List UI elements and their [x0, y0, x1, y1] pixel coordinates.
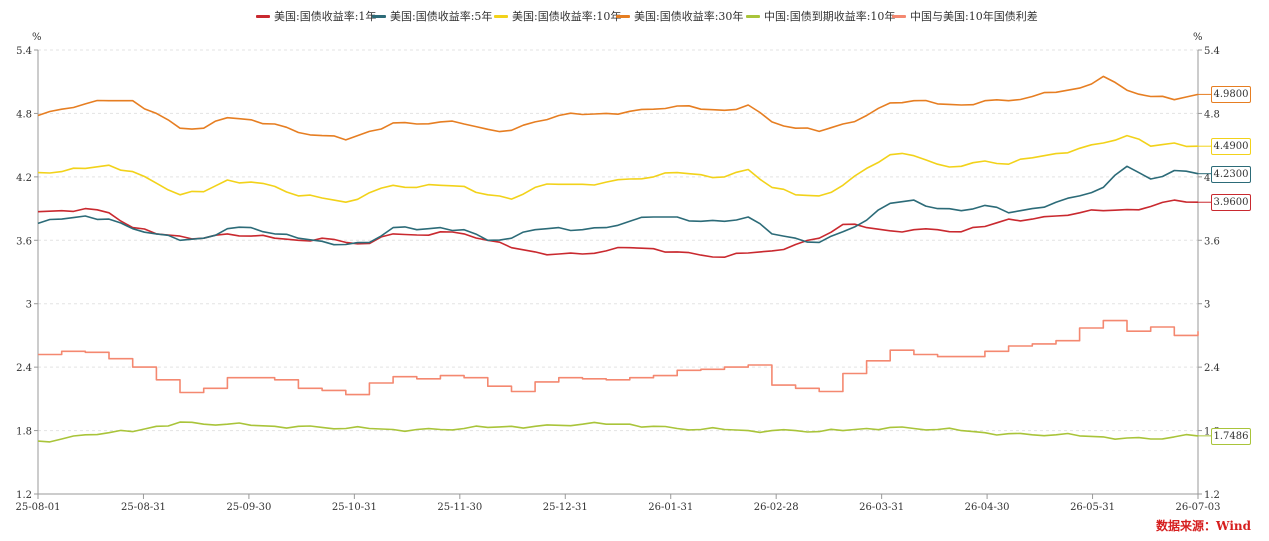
y-tick-label-left: 5.4 [16, 46, 32, 57]
series-line-2 [37, 134, 1199, 203]
x-tick-label: 26-04-30 [965, 502, 1010, 513]
series-line-0 [37, 199, 1199, 258]
x-tick-label: 26-07-03 [1176, 502, 1221, 513]
y-tick-label-left: 1.8 [16, 427, 32, 438]
x-tick-label: 26-03-31 [859, 502, 904, 513]
series-line-3 [37, 75, 1199, 141]
legend-label: 美国:国债收益率:5年 [390, 10, 493, 23]
y-tick-label-right: 3.6 [1204, 236, 1220, 247]
y-tick-label-left: 4.8 [16, 109, 32, 120]
legend-swatch [494, 14, 508, 18]
legend-swatch [892, 14, 906, 18]
x-tick-label: 25-08-01 [16, 502, 61, 513]
x-tick-label: 25-10-31 [332, 502, 377, 513]
x-tick-label: 25-09-30 [226, 502, 271, 513]
legend-item[interactable]: 中国与美国:10年国债利差 [892, 8, 1038, 24]
y-tick-label-right: 1.2 [1204, 490, 1220, 501]
source-note: 数据来源：Wind [1156, 519, 1251, 533]
legend-item[interactable]: 美国:国债收益率:5年 [372, 8, 492, 24]
x-tick-label: 25-11-30 [437, 502, 482, 513]
y-tick-label-left: 4.2 [16, 173, 32, 184]
legend-swatch [746, 14, 760, 18]
legend-swatch [256, 14, 270, 18]
series-line-5 [38, 319, 1199, 396]
y-tick-label-left: 3.6 [16, 236, 32, 247]
last-value-label: 4.4900 [1211, 138, 1251, 156]
legend-label: 中国:国债到期收益率:10年 [764, 10, 896, 23]
legend-item[interactable]: 美国:国债收益率:1年 [256, 8, 376, 24]
y-tick-label-left: 3 [26, 300, 32, 311]
x-tick-label: 26-05-31 [1070, 502, 1115, 513]
y-tick-label-right: 5.4 [1204, 46, 1220, 57]
last-value-label: 4.9800 [1211, 86, 1251, 104]
legend-item[interactable]: 美国:国债收益率:10年 [494, 8, 621, 24]
x-tick-label: 25-08-31 [121, 502, 166, 513]
x-tick-label: 26-02-28 [754, 502, 799, 513]
y-tick-label-right: 4.8 [1204, 109, 1220, 120]
legend: 美国:国债收益率:1年 美国:国债收益率:5年 美国:国债收益率:10年 美国:国债收… [0, 8, 1269, 26]
x-tick-label: 26-01-31 [648, 502, 693, 513]
series-line-4 [37, 421, 1199, 443]
y-tick-label-right: 3 [1204, 300, 1210, 311]
last-value-label: 4.2300 [1211, 165, 1251, 183]
series-line-1 [37, 165, 1199, 246]
right-axis-unit: % [1193, 32, 1203, 43]
y-tick-label-left: 2.4 [16, 363, 32, 374]
legend-label: 中国与美国:10年国债利差 [910, 10, 1038, 23]
y-tick-label-left: 1.2 [16, 490, 32, 501]
legend-item[interactable]: 美国:国债收益率:30年 [616, 8, 743, 24]
y-tick-label-right: 2.4 [1204, 363, 1220, 374]
legend-swatch [372, 14, 386, 18]
last-value-label: 3.9600 [1211, 194, 1251, 212]
left-axis-unit: % [32, 32, 42, 43]
legend-item[interactable]: 中国:国债到期收益率:10年 [746, 8, 895, 24]
legend-label: 美国:国债收益率:30年 [634, 10, 744, 23]
legend-label: 美国:国债收益率:10年 [512, 10, 622, 23]
x-tick-label: 25-12-31 [543, 502, 588, 513]
legend-swatch [616, 14, 630, 18]
legend-label: 美国:国债收益率:1年 [274, 10, 377, 23]
last-value-label: 1.7486 [1211, 427, 1251, 445]
